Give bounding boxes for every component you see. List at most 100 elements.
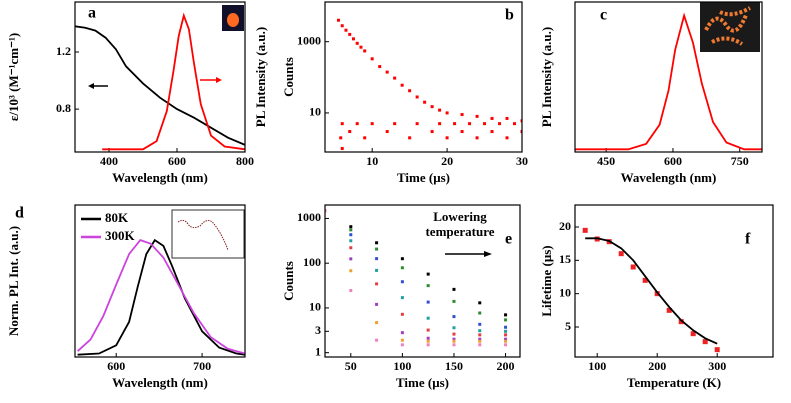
point: [430, 105, 434, 109]
y-tick-label: 1000: [297, 33, 321, 47]
point: [349, 233, 353, 237]
point: [702, 339, 708, 345]
y-tick-label: 100: [303, 255, 321, 269]
x-tick-label: 200: [497, 359, 515, 373]
point: [460, 130, 464, 134]
y-tick-label: 1: [315, 344, 321, 358]
x-tick-label: 10: [366, 154, 378, 168]
x-tick-label: 20: [441, 154, 453, 168]
x-tick-label: 100: [588, 359, 606, 373]
point: [452, 332, 456, 336]
line: [585, 237, 718, 345]
point: [400, 296, 404, 300]
point: [375, 338, 379, 342]
plot-area: [75, 12, 245, 151]
point: [460, 113, 464, 117]
point: [349, 289, 353, 293]
point: [400, 280, 404, 284]
point: [385, 70, 389, 74]
point: [478, 333, 482, 337]
point: [438, 108, 442, 112]
point: [475, 136, 479, 140]
line: [76, 239, 245, 355]
point: [393, 76, 397, 80]
point: [385, 130, 389, 134]
x-axis-label: Temperature (K): [627, 375, 721, 390]
point: [339, 136, 343, 140]
point: [340, 24, 344, 28]
point: [478, 322, 482, 326]
point: [349, 246, 353, 250]
point: [618, 251, 624, 257]
panel-letter: d: [15, 205, 24, 222]
plot-area: [336, 18, 522, 151]
panel: 600 700 80K 300K d Wavelength (nm) Norm. PL In…: [6, 204, 246, 390]
inset-photo-a: [222, 5, 244, 31]
frame: [324, 204, 521, 358]
point: [400, 257, 404, 261]
y-tick-label: 10: [309, 300, 321, 314]
inset-photo-c: [700, 2, 760, 52]
point: [351, 37, 355, 41]
point: [452, 287, 456, 291]
point: [504, 313, 508, 317]
x-tick-label: 600: [168, 154, 186, 168]
point: [475, 114, 479, 118]
panel: 50 100 150 200 1 3 10 100 1000 e Time (μs) Counts Lo…: [281, 204, 521, 390]
point: [344, 28, 348, 32]
panel-letter: a: [88, 5, 96, 22]
annotation: Lowering: [433, 209, 487, 224]
point: [452, 315, 456, 319]
point: [336, 18, 340, 22]
line: [575, 12, 762, 151]
y-axis-label: Counts: [281, 261, 296, 301]
point: [400, 338, 404, 342]
panel-letter: b: [505, 7, 514, 24]
point: [582, 227, 588, 233]
x-tick-label: 50: [345, 359, 357, 373]
x-axis-label: Wavelength (nm): [621, 170, 717, 185]
plot-area: [582, 227, 720, 353]
point: [370, 57, 374, 61]
y-axis-label: PL Intensity (a.u.): [539, 27, 554, 127]
y-tick-label: 0.8: [56, 101, 71, 115]
line: [102, 12, 245, 151]
point: [520, 130, 522, 134]
point: [359, 45, 363, 49]
point: [504, 329, 508, 333]
y2-axis-label: PL Intensity (a.u.): [253, 27, 268, 127]
point: [378, 65, 382, 69]
point: [452, 339, 456, 343]
panel: 400 600 800 0.8 1.2 a Wavelength (nm) ε/10³ (M⁻…: [6, 1, 268, 185]
point: [363, 49, 367, 53]
x-tick-label: 200: [648, 359, 666, 373]
point: [504, 337, 508, 341]
x-axis-label: Time (μs): [396, 375, 449, 390]
point: [453, 122, 457, 126]
point: [400, 312, 404, 316]
legend-label: 80K: [105, 210, 129, 225]
point: [504, 339, 508, 343]
point: [393, 122, 397, 126]
x-tick-label: 800: [236, 154, 254, 168]
point: [340, 122, 344, 126]
point: [349, 257, 353, 261]
point: [505, 116, 509, 120]
point: [690, 331, 696, 337]
point: [478, 337, 482, 341]
point: [355, 122, 359, 126]
y-axis-label: Counts: [281, 57, 296, 97]
point: [478, 329, 482, 333]
point: [445, 136, 449, 140]
panel-letter: f: [745, 231, 751, 248]
frame: [74, 1, 246, 153]
x-tick-label: 300: [708, 359, 726, 373]
frame: [574, 1, 763, 153]
point: [426, 272, 430, 276]
point: [630, 264, 636, 270]
y-tick-label: 10: [309, 105, 321, 119]
point: [375, 257, 379, 261]
point: [400, 331, 404, 335]
point: [375, 321, 379, 325]
